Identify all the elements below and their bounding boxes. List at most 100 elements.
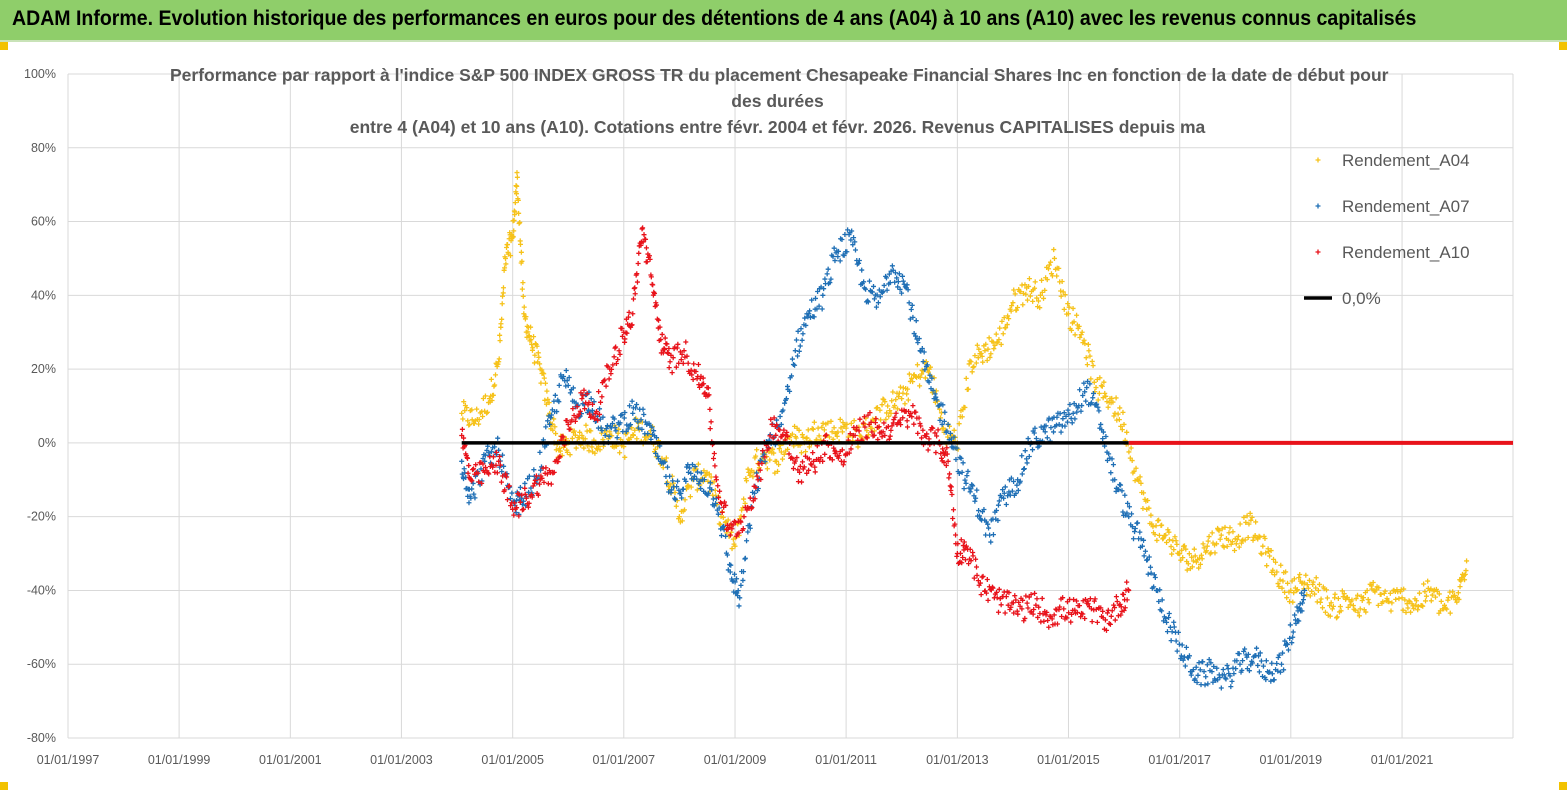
data-point: [803, 449, 809, 455]
data-point: [588, 428, 594, 434]
y-tick-label: 0%: [38, 436, 56, 450]
legend-label: 0,0%: [1342, 289, 1381, 308]
data-point: [749, 504, 755, 510]
data-point: [965, 386, 971, 392]
data-point: [1172, 534, 1178, 540]
x-tick-label: 01/01/2015: [1037, 753, 1100, 767]
chart-title: Performance par rapport à l'indice S&P 5…: [170, 62, 1388, 140]
data-point: [793, 337, 799, 343]
data-point: [831, 245, 837, 251]
data-point: [544, 388, 550, 394]
data-point: [909, 302, 915, 308]
data-point: [1204, 543, 1210, 549]
data-point: [1205, 681, 1211, 687]
data-point: [966, 361, 972, 367]
data-point: [871, 283, 877, 289]
data-point: [1264, 563, 1270, 569]
data-point: [665, 464, 671, 470]
data-point: [536, 354, 542, 360]
data-point: [776, 446, 782, 452]
data-point: [1463, 568, 1469, 574]
data-point: [922, 375, 928, 381]
data-point: [632, 291, 638, 297]
data-point: [1378, 591, 1384, 597]
data-point: [1051, 247, 1057, 253]
data-point: [868, 419, 874, 425]
data-point: [1211, 664, 1217, 670]
data-point: [1232, 547, 1238, 553]
data-point: [608, 371, 614, 377]
data-point: [556, 399, 562, 405]
data-point: [1223, 676, 1229, 682]
data-point: [1092, 596, 1098, 602]
data-point: [1005, 313, 1011, 319]
legend-marker-Rendement_A04: [1315, 157, 1321, 163]
data-point: [564, 449, 570, 455]
data-point: [553, 431, 559, 437]
data-point: [771, 450, 777, 456]
data-point: [856, 260, 862, 266]
data-point: [930, 387, 936, 393]
data-point: [951, 427, 957, 433]
data-point: [666, 365, 672, 371]
data-point: [594, 409, 600, 415]
data-point: [1208, 660, 1214, 666]
data-point: [589, 407, 595, 413]
data-point: [678, 490, 684, 496]
data-point: [512, 200, 518, 206]
data-point: [789, 373, 795, 379]
data-point: [754, 447, 760, 453]
data-point: [1214, 541, 1220, 547]
data-point: [948, 436, 954, 442]
data-point: [1061, 410, 1067, 416]
data-point: [1101, 379, 1107, 385]
data-point: [816, 303, 822, 309]
data-point: [1090, 363, 1096, 369]
data-point: [736, 530, 742, 536]
data-point: [541, 375, 547, 381]
data-point: [1218, 532, 1224, 538]
data-point: [664, 481, 670, 487]
data-point: [1198, 552, 1204, 558]
data-point: [684, 353, 690, 359]
data-point: [886, 436, 892, 442]
data-point: [1294, 604, 1300, 610]
data-point: [493, 462, 499, 468]
data-point: [680, 486, 686, 492]
data-point: [470, 467, 476, 473]
data-point: [1109, 395, 1115, 401]
data-point: [503, 261, 509, 267]
data-point: [864, 428, 870, 434]
data-point: [831, 425, 837, 431]
data-point: [596, 411, 602, 417]
data-point: [1422, 589, 1428, 595]
data-point: [1200, 659, 1206, 665]
data-point: [1313, 585, 1319, 591]
data-point: [820, 458, 826, 464]
data-point: [691, 361, 697, 367]
data-point: [826, 434, 832, 440]
data-point: [965, 468, 971, 474]
data-point: [1221, 544, 1227, 550]
data-point: [970, 483, 976, 489]
data-point: [1228, 541, 1234, 547]
data-point: [926, 436, 932, 442]
data-point: [1179, 642, 1185, 648]
data-point: [1054, 621, 1060, 627]
data-point: [729, 526, 735, 532]
performance-chart: 100%80%60%40%20%0%-20%-40%-60%-80%01/01/…: [24, 67, 1514, 767]
data-point: [531, 334, 537, 340]
data-point: [871, 432, 877, 438]
data-point: [1086, 604, 1092, 610]
data-point: [499, 468, 505, 474]
data-point: [962, 477, 968, 483]
data-point: [1100, 615, 1106, 621]
x-tick-label: 01/01/2019: [1260, 753, 1323, 767]
data-point: [809, 462, 815, 468]
data-point: [820, 420, 826, 426]
data-point: [995, 517, 1001, 523]
data-point: [906, 409, 912, 415]
data-point: [512, 500, 518, 506]
data-point: [1067, 401, 1073, 407]
data-point: [979, 353, 985, 359]
